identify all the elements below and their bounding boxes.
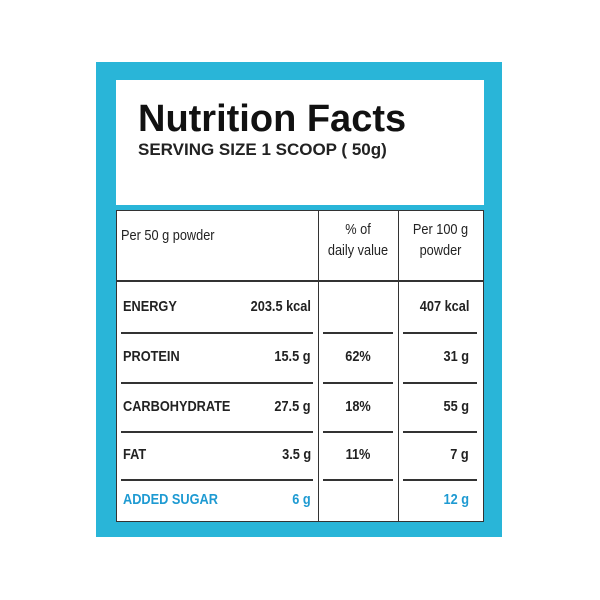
column-divider bbox=[318, 211, 319, 521]
daily-value: 62% bbox=[345, 348, 371, 365]
nutrition-table: Per 50 g powder % of daily value Per 100 g… bbox=[116, 210, 484, 522]
amount-per-serving: 3.5 g bbox=[281, 446, 311, 463]
row-divider bbox=[403, 479, 477, 481]
nutrient-name: ENERGY bbox=[123, 297, 177, 315]
serving-size: SERVING SIZE 1 SCOOP ( 50g) bbox=[138, 140, 387, 159]
nutrient-name: PROTEIN bbox=[123, 348, 180, 365]
amount-per-100g: 7 g bbox=[450, 446, 469, 463]
row-divider bbox=[121, 382, 313, 384]
row-divider bbox=[121, 431, 313, 433]
row-divider bbox=[121, 332, 313, 334]
nutrient-name: FAT bbox=[123, 446, 147, 463]
amount-per-100g: 407 kcal bbox=[419, 297, 469, 315]
row-divider bbox=[323, 479, 393, 481]
nutrient-name: ADDED SUGAR bbox=[123, 491, 218, 508]
nutrient-name: CARBOHYDRATE bbox=[123, 397, 231, 415]
amount-per-100g: 55 g bbox=[443, 397, 469, 415]
amount-per-serving: 6 g bbox=[292, 491, 311, 508]
amount-per-100g: 12 g bbox=[443, 491, 469, 508]
row-divider bbox=[403, 332, 477, 334]
row-divider bbox=[323, 382, 393, 384]
column-header: % of daily value bbox=[327, 221, 389, 259]
row-divider bbox=[323, 431, 393, 433]
column-header: Per 100 g powder bbox=[412, 221, 469, 259]
column-header: Per 50 g powder bbox=[121, 227, 215, 244]
row-divider bbox=[117, 280, 483, 282]
amount-per-serving: 27.5 g bbox=[274, 397, 311, 415]
row-divider bbox=[121, 479, 313, 481]
title: Nutrition Facts bbox=[138, 98, 407, 140]
row-divider bbox=[403, 382, 477, 384]
amount-per-serving: 15.5 g bbox=[274, 348, 311, 365]
row-divider bbox=[403, 431, 477, 433]
column-divider bbox=[398, 211, 399, 521]
amount-per-100g: 31 g bbox=[443, 348, 469, 365]
amount-per-serving: 203.5 kcal bbox=[250, 297, 311, 315]
daily-value: 11% bbox=[345, 446, 371, 463]
row-divider bbox=[323, 332, 393, 334]
label-header: Nutrition Facts SERVING SIZE 1 SCOOP ( 5… bbox=[116, 80, 484, 205]
daily-value: 18% bbox=[345, 397, 371, 415]
